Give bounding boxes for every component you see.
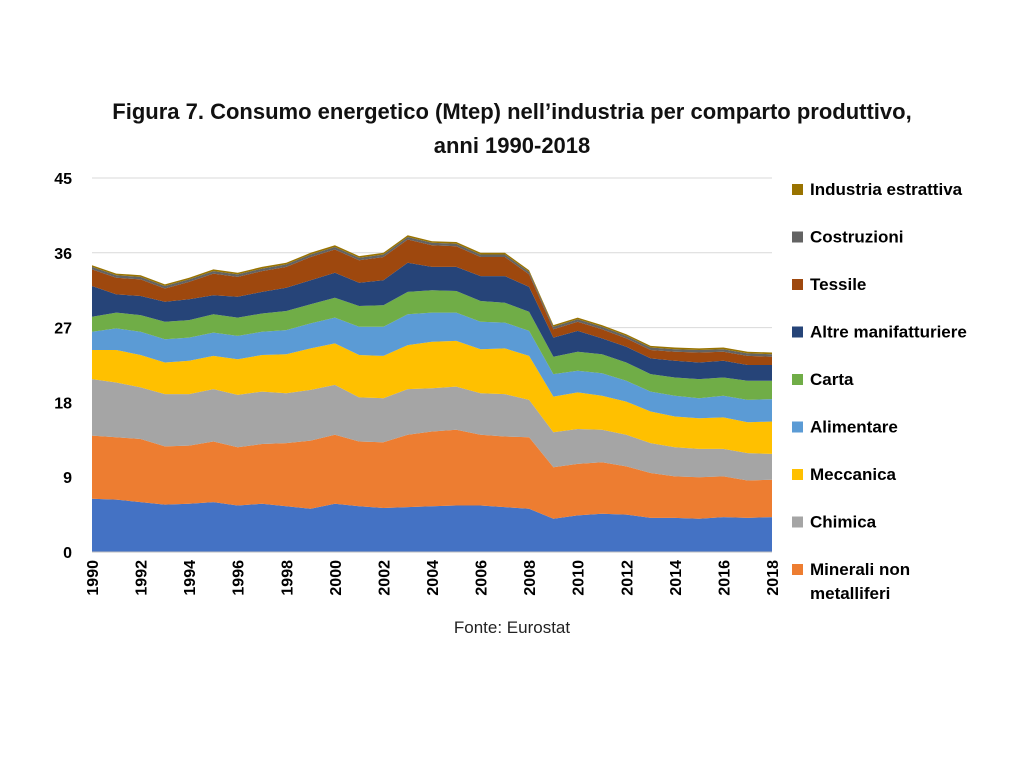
legend-swatch xyxy=(792,326,803,338)
x-tick-label: 2014 xyxy=(668,560,685,596)
x-tick-label: 2008 xyxy=(522,560,539,596)
legend-swatch xyxy=(792,279,803,290)
y-tick-label: 45 xyxy=(54,171,72,188)
x-tick-label: 2004 xyxy=(425,560,442,596)
area-series-6 xyxy=(92,262,772,381)
area-series-2 xyxy=(92,379,772,481)
area-series-5 xyxy=(92,290,772,400)
x-tick-label: 2002 xyxy=(376,560,393,596)
chart-title-line-1: Figura 7. Consumo energetico (Mtep) nell… xyxy=(112,99,912,124)
x-tick-label: 1998 xyxy=(279,560,296,596)
x-tick-label: 2018 xyxy=(765,560,782,596)
source-note: Fonte: Eurostat xyxy=(453,618,571,637)
axes: 0 9 18 27 36 45 1990 1992 1994 1996 1998 2000 2002 20… xyxy=(54,171,782,596)
legend-swatch xyxy=(792,469,803,480)
x-tick-label: 1990 xyxy=(85,560,102,596)
y-tick-label: 36 xyxy=(54,246,72,263)
legend-label: Industria estrattiva xyxy=(810,180,963,199)
x-tick-label: 1996 xyxy=(231,560,248,596)
chart-title-line-2: anni 1990-2018 xyxy=(433,133,591,158)
x-tick-label: 2000 xyxy=(328,560,345,596)
legend-swatch xyxy=(792,564,803,575)
legend-label: Minerali non xyxy=(810,560,910,579)
legend-swatch xyxy=(792,421,803,433)
area-series-group xyxy=(92,235,772,552)
legend-label: Chimica xyxy=(810,513,877,532)
y-tick-label: 27 xyxy=(54,321,72,338)
x-tick-label: 1992 xyxy=(134,560,151,596)
area-series-4 xyxy=(92,312,772,423)
legend-swatch xyxy=(792,516,803,528)
legend: Industria estrattiva Costruzioni Tessile Al… xyxy=(792,180,967,603)
area-series-7 xyxy=(92,239,772,365)
area-series-1 xyxy=(92,429,772,519)
area-series-0 xyxy=(92,498,772,552)
x-tick-label: 1994 xyxy=(182,560,199,596)
y-tick-label: 9 xyxy=(63,470,72,487)
legend-swatch xyxy=(792,184,803,195)
legend-label: Carta xyxy=(810,370,854,389)
legend-label: Meccanica xyxy=(810,465,897,484)
legend-label-line-2: metalliferi xyxy=(810,584,890,603)
x-tick-label: 2012 xyxy=(619,560,636,596)
legend-swatch xyxy=(792,231,803,243)
legend-label: Alimentare xyxy=(810,418,898,437)
x-tick-label: 2016 xyxy=(716,560,733,596)
legend-label: Altre manifatturiere xyxy=(810,323,967,342)
legend-swatch xyxy=(792,374,803,385)
legend-label: Tessile xyxy=(810,275,866,294)
x-tick-label: 2010 xyxy=(571,560,588,596)
x-tick-label: 2006 xyxy=(474,560,491,596)
y-tick-label: 0 xyxy=(63,545,72,562)
legend-label: Costruzioni xyxy=(810,228,904,247)
area-series-3 xyxy=(92,340,772,454)
y-tick-label: 18 xyxy=(54,395,72,412)
